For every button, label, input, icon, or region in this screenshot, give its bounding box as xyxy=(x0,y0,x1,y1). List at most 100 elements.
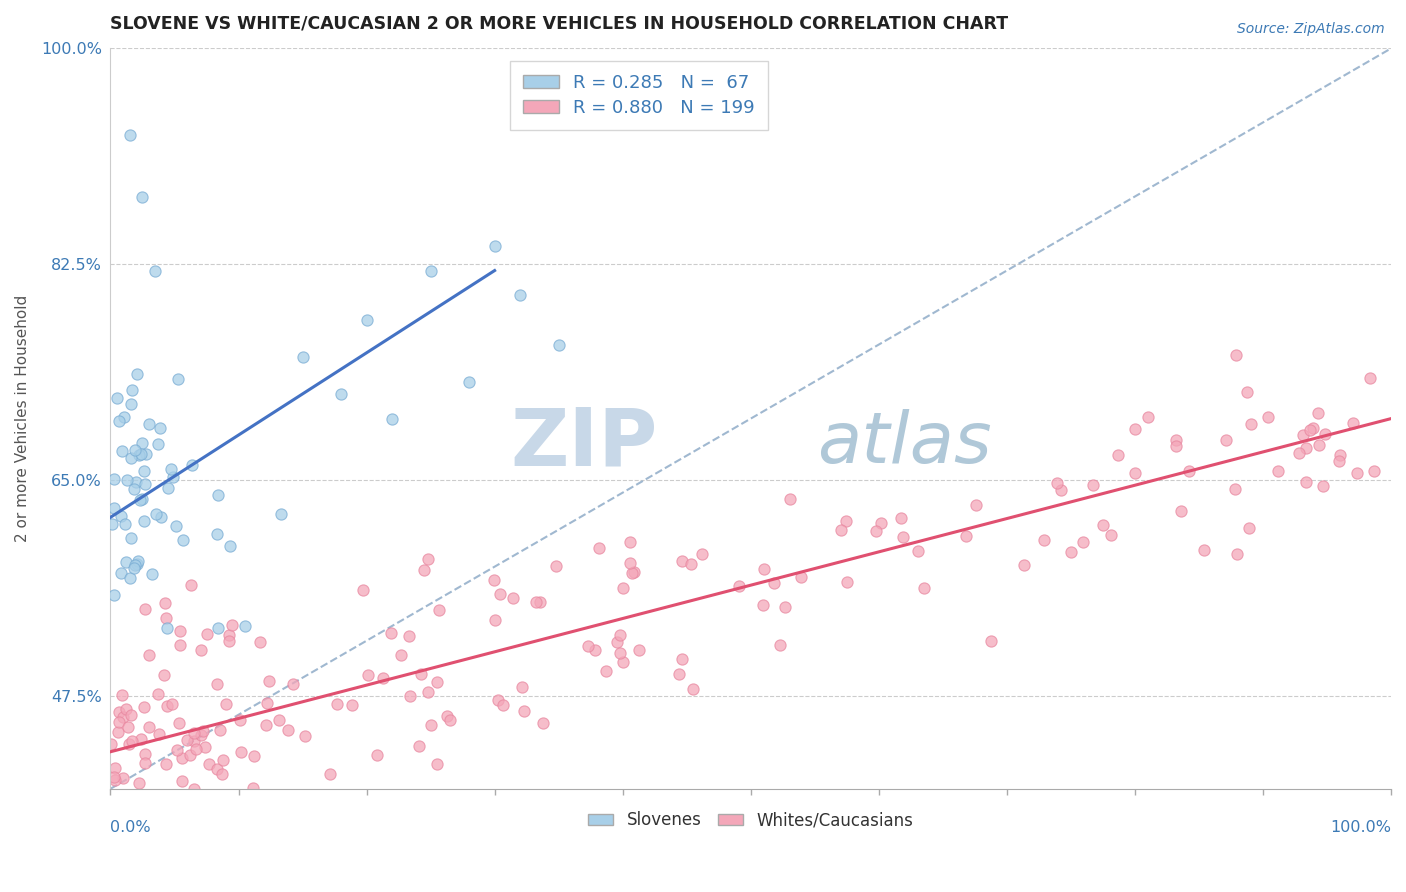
Point xyxy=(207,621,229,635)
Point xyxy=(1295,475,1317,489)
Point xyxy=(148,727,170,741)
Point xyxy=(837,575,859,590)
Point xyxy=(1012,558,1035,572)
Point xyxy=(408,739,430,754)
Point xyxy=(183,734,205,748)
Point xyxy=(219,539,242,553)
Point xyxy=(155,756,177,771)
Point xyxy=(1306,406,1329,420)
Point xyxy=(294,729,316,743)
Point xyxy=(583,643,606,657)
Point xyxy=(108,705,131,719)
Point xyxy=(752,599,775,613)
Point xyxy=(513,704,536,718)
Point xyxy=(127,557,149,571)
Point xyxy=(118,571,141,585)
Point xyxy=(1170,504,1192,518)
Point xyxy=(127,368,149,382)
Point xyxy=(329,387,352,401)
Point xyxy=(127,554,149,568)
Point xyxy=(419,718,441,732)
Point xyxy=(105,391,128,405)
Point xyxy=(357,668,380,682)
Point xyxy=(124,558,146,573)
Point xyxy=(681,557,703,571)
Point xyxy=(162,470,184,484)
Point xyxy=(299,793,322,807)
Point xyxy=(619,534,641,549)
Point xyxy=(208,723,231,737)
Point xyxy=(179,747,201,762)
Point xyxy=(436,709,458,723)
Point xyxy=(458,375,481,389)
Point xyxy=(107,725,129,739)
Point xyxy=(628,642,651,657)
Point xyxy=(190,643,212,657)
Point xyxy=(291,350,314,364)
Point xyxy=(1215,434,1237,448)
Point xyxy=(682,681,704,696)
Point xyxy=(890,511,912,525)
Point xyxy=(482,573,505,587)
Point xyxy=(124,482,146,496)
Point xyxy=(132,464,155,478)
Point xyxy=(103,588,125,602)
Point xyxy=(389,648,412,663)
Point xyxy=(1240,417,1263,431)
Point xyxy=(128,448,150,462)
Point xyxy=(134,601,156,615)
Point xyxy=(138,720,160,734)
Point xyxy=(205,527,228,541)
Point xyxy=(773,600,796,615)
Point xyxy=(170,773,193,788)
Point xyxy=(117,473,139,487)
Point xyxy=(1164,439,1187,453)
Point xyxy=(1192,543,1215,558)
Point xyxy=(153,667,176,681)
Point xyxy=(114,555,136,569)
Point xyxy=(169,639,191,653)
Point xyxy=(612,655,634,669)
Point xyxy=(124,560,146,574)
Point xyxy=(1223,482,1246,496)
Point xyxy=(118,737,141,751)
Legend: Slovenes, Whites/Caucasians: Slovenes, Whites/Caucasians xyxy=(582,805,920,836)
Point xyxy=(111,444,134,458)
Point xyxy=(120,708,142,723)
Point xyxy=(1099,528,1122,542)
Point xyxy=(1236,384,1258,399)
Point xyxy=(169,716,191,731)
Point xyxy=(105,806,128,821)
Point xyxy=(1329,448,1351,462)
Point xyxy=(122,792,145,806)
Point xyxy=(1123,422,1146,436)
Point xyxy=(531,715,554,730)
Point xyxy=(120,397,142,411)
Point xyxy=(117,804,139,818)
Point xyxy=(326,697,349,711)
Point xyxy=(865,524,887,538)
Point xyxy=(125,475,148,490)
Point xyxy=(409,667,432,681)
Point xyxy=(111,771,134,785)
Point xyxy=(267,713,290,727)
Point xyxy=(256,696,278,710)
Text: SLOVENE VS WHITE/CAUCASIAN 2 OR MORE VEHICLES IN HOUSEHOLD CORRELATION CHART: SLOVENE VS WHITE/CAUCASIAN 2 OR MORE VEH… xyxy=(111,15,1008,33)
Point xyxy=(308,789,330,803)
Point xyxy=(398,629,420,643)
Point xyxy=(218,628,240,642)
Point xyxy=(124,442,146,457)
Point xyxy=(156,621,179,635)
Point xyxy=(145,507,167,521)
Point xyxy=(194,739,217,754)
Point xyxy=(489,587,512,601)
Point xyxy=(110,566,132,580)
Point xyxy=(149,796,172,810)
Point xyxy=(524,595,547,609)
Point xyxy=(111,688,134,702)
Point xyxy=(413,563,436,577)
Point xyxy=(398,689,420,703)
Point xyxy=(912,581,935,595)
Point xyxy=(609,628,631,642)
Point xyxy=(965,498,987,512)
